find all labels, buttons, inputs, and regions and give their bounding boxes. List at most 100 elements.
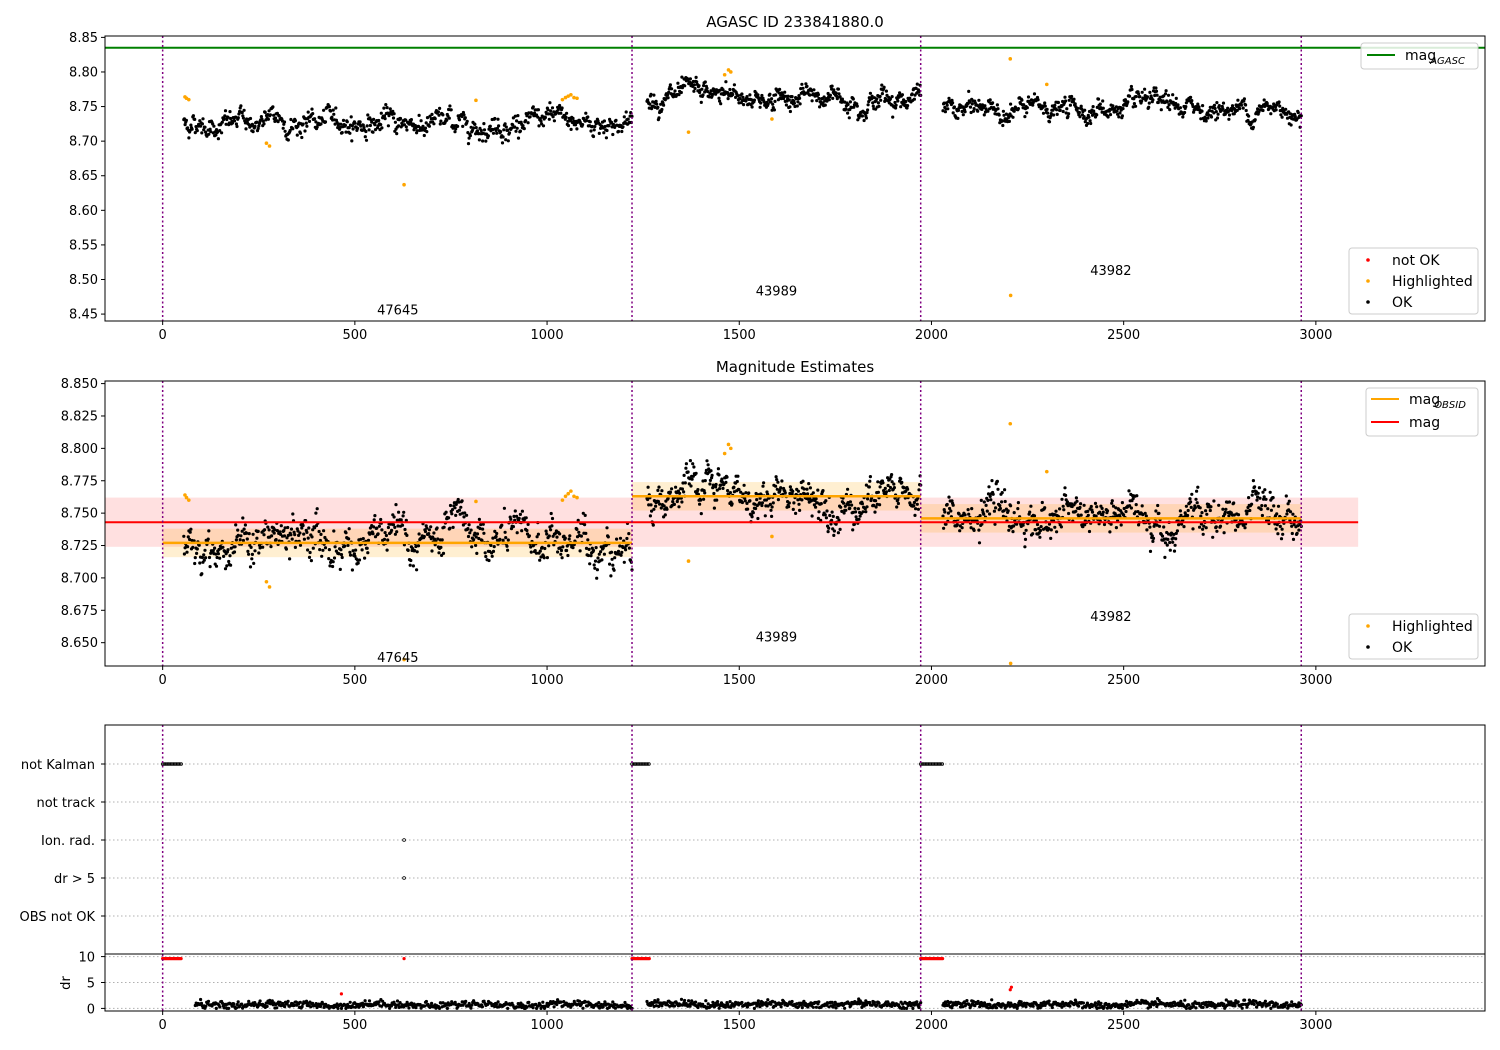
panel-agasc-point-ok (348, 131, 352, 135)
dr-point-ok (706, 1002, 710, 1006)
panel-agasc-point-ok (237, 112, 241, 116)
panel-agasc-point-ok (495, 131, 499, 135)
dr-point-ok (740, 1000, 744, 1005)
panel-agasc-point-ok (283, 129, 287, 133)
panel-estimates-point-ok (788, 485, 793, 489)
panel-agasc-point-ok (368, 123, 372, 128)
panel-estimates-point-ok (957, 512, 961, 516)
panel-estimates-point-ok (279, 524, 283, 528)
panel-estimates-point-ok (684, 466, 688, 470)
panel-estimates-point-ok (1258, 496, 1262, 500)
panel-estimates-point-ok (229, 563, 233, 567)
panel-estimates-point-ok (746, 507, 750, 511)
panel-estimates-point-ok (689, 484, 693, 488)
panel-estimates-point-highlighted (474, 499, 478, 504)
panel-estimates-point-ok (346, 543, 350, 548)
panel-estimates-point-ok (289, 533, 293, 537)
panel-estimates-point-ok (403, 527, 407, 532)
panel-agasc-ytick-label: 8.70 (69, 135, 98, 150)
panel-estimates-point-ok (542, 556, 546, 560)
panel-estimates-point-ok (1250, 493, 1254, 497)
panel-agasc-point-ok (798, 102, 802, 106)
panel-agasc-point-highlighted (722, 72, 727, 77)
panel-agasc-point-ok (419, 119, 423, 123)
panel-estimates-point-ok (770, 514, 774, 519)
panel-agasc-point-ok (526, 121, 530, 125)
panel-agasc-point-ok (766, 102, 770, 106)
panel-agasc-point-ok (626, 117, 630, 121)
panel-agasc-point-ok (1166, 105, 1170, 109)
panel-agasc-point-ok (604, 136, 609, 140)
panel-agasc-point-ok (319, 122, 323, 126)
panel-agasc-point-ok (662, 103, 666, 107)
panel-agasc-point-ok (1128, 94, 1132, 98)
panel-agasc-point-highlighted (1044, 82, 1049, 87)
panel-estimates-point-highlighted (402, 657, 406, 662)
panel-agasc-point-ok (488, 124, 492, 128)
dr-point-ok (598, 1006, 602, 1010)
panel-estimates-point-ok (896, 498, 900, 502)
panel-estimates-point-ok (1227, 500, 1232, 504)
panel-estimates-point-ok (1109, 522, 1113, 526)
panel-agasc-point-ok (482, 122, 486, 126)
panel-agasc-point-ok (1277, 100, 1281, 104)
panel-estimates-point-ok (559, 548, 564, 553)
panel-agasc-point-ok (680, 75, 684, 79)
dr-point-ok (240, 1002, 244, 1006)
panel-agasc-point-ok (267, 109, 271, 113)
panel-estimates-point-ok (876, 480, 880, 484)
panel-estimates-point-ok (1296, 524, 1300, 528)
panel-agasc-point-ok (392, 112, 396, 116)
panel-agasc-point-ok (832, 88, 836, 92)
panel-estimates-point-ok (989, 498, 993, 502)
dr-point-ok (218, 1005, 222, 1009)
panel-agasc-point-ok (474, 126, 478, 130)
panel-estimates-point-ok (1049, 536, 1053, 541)
panel-estimates-point-ok (864, 510, 868, 514)
panel-agasc-point-ok (815, 99, 819, 103)
panel-estimates-point-ok (1215, 529, 1219, 533)
dr-point-ok (716, 1000, 720, 1004)
panel-estimates-point-ok (702, 497, 706, 501)
panel-estimates-point-ok (241, 538, 245, 543)
panel-agasc-xtick-label: 2000 (915, 328, 948, 343)
panel-estimates-point-ok (1189, 505, 1193, 509)
panel-estimates-point-ok (363, 556, 367, 560)
panel-estimates-point-ok (186, 545, 190, 549)
panel-estimates-point-ok (608, 562, 612, 566)
panel-estimates-point-ok (440, 553, 444, 558)
panel-estimates-point-ok (563, 536, 567, 540)
panel-estimates-point-ok (357, 558, 362, 562)
panel-estimates-point-ok (469, 528, 473, 532)
panel-agasc-point-ok (415, 129, 419, 133)
agasc-legend-entry-marker (1366, 279, 1370, 283)
panel-estimates-point-ok (430, 549, 434, 553)
panel-estimates-point-ok (578, 549, 582, 553)
panel-estimates-point-ok (283, 526, 287, 530)
panel-agasc-point-ok (566, 124, 571, 128)
panel-agasc-point-ok (1156, 100, 1160, 105)
panel-estimates-point-ok (803, 492, 807, 496)
panel-agasc-point-ok (719, 102, 723, 106)
panel-agasc-point-ok (482, 128, 487, 132)
panel-estimates-point-ok (1078, 505, 1082, 510)
panel-estimates-point-ok (447, 516, 451, 520)
panel-estimates-point-ok (832, 533, 836, 538)
panel-estimates-point-ok (422, 534, 426, 539)
panel-estimates-point-ok (1055, 530, 1059, 534)
panel-estimates-point-ok (225, 564, 229, 568)
panel-estimates-point-ok (442, 525, 446, 529)
panel-estimates-point-ok (1214, 525, 1218, 529)
dr-point-ok (993, 1003, 997, 1007)
panel-estimates-point-ok (1063, 486, 1067, 490)
panel-estimates-point-ok (709, 469, 713, 473)
dr-point-ok (599, 1002, 604, 1007)
panel-estimates-point-ok (296, 529, 300, 533)
dr-point-ok (1036, 1006, 1040, 1010)
panel-estimates-point-ok (290, 537, 294, 541)
panel-agasc-point-ok (1095, 113, 1099, 117)
panel-estimates-point-ok (831, 514, 835, 519)
panel-estimates-point-ok (775, 478, 779, 482)
panel-estimates-point-highlighted (722, 451, 727, 456)
